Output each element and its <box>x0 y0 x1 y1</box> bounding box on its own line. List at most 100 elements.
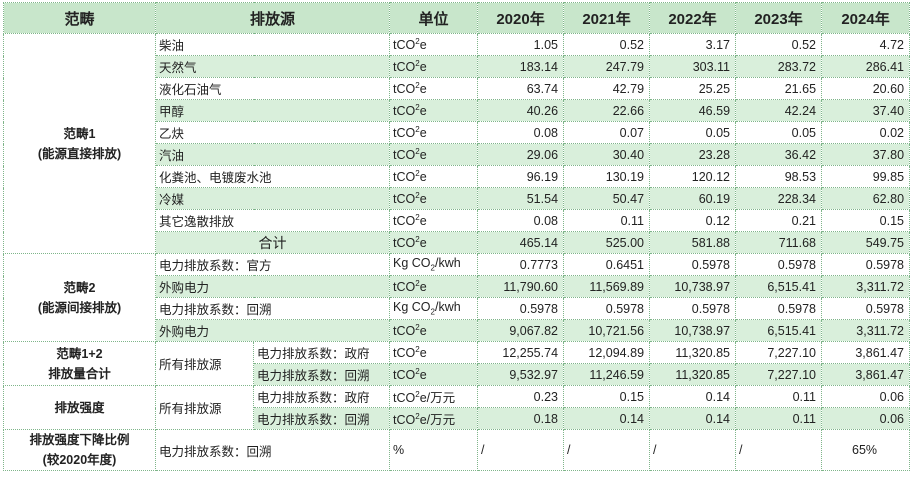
source-cell: 化粪池、电镀废水池 <box>154 165 391 188</box>
unit-cell: tCO2e <box>389 319 479 342</box>
value-cell: 60.19 <box>649 187 737 210</box>
value-cell: 0.5978 <box>563 297 651 320</box>
unit-text: tCO2e/万元 <box>393 411 456 427</box>
unit-text: tCO2e <box>393 80 427 97</box>
value-cell: 20.60 <box>821 77 911 100</box>
header-year: 2024年 <box>821 2 911 34</box>
value-cell: 0.5978 <box>735 297 823 320</box>
table-row: 范畴2 (能源间接排放) 电力排放系数：官方 Kg CO2/kwh 0.7773 0.64… <box>3 253 911 342</box>
value-cell: 0.05 <box>649 121 737 144</box>
unit-cell: tCO2e <box>389 121 479 144</box>
emissions-table: 范畴 排放源 单位 2020年 2021年 2022年 2023年 2024年 … <box>3 2 911 471</box>
table-row: 化粪池、电镀废水池 tCO2e 96.19 130.19 120.12 98.53 99.8… <box>4 165 911 188</box>
table-row: 液化石油气 tCO2e 63.74 42.79 25.25 21.65 20.60 <box>4 77 911 100</box>
scope12-label: 范畴1+2 排放量合计 <box>3 341 156 386</box>
unit-text: tCO2e <box>393 212 427 229</box>
value-cell: 183.14 <box>477 55 565 78</box>
table-row: 排放强度 所有排放源 电力排放系数：政府 tCO2e/万元 0.23 0.15 0.14 0.… <box>3 385 911 430</box>
unit-text: tCO2e <box>393 366 427 383</box>
value-cell: 7,227.10 <box>735 341 823 364</box>
table-row: 乙炔 tCO2e 0.08 0.07 0.05 0.05 0.02 <box>4 121 911 144</box>
table-row: 范畴1 (能源直接排放) 柴油 tCO2e 1.05 0.52 3.17 0.52 4.72 <box>3 33 911 254</box>
source-cell: 甲醇 <box>154 99 391 122</box>
value-cell: 0.08 <box>477 121 565 144</box>
source-cell: 所有排放源 <box>155 341 254 386</box>
value-cell: 62.80 <box>821 187 911 210</box>
value-cell: 0.15 <box>821 209 911 232</box>
table-row: 天然气 tCO2e 183.14 247.79 303.11 283.72 286.41 <box>4 55 911 78</box>
scope1-label: 范畴1 (能源直接排放) <box>3 33 156 254</box>
intensity-label: 排放强度 <box>3 385 156 430</box>
value-cell: 29.06 <box>477 143 565 166</box>
value-cell: 11,320.85 <box>649 341 737 364</box>
value-cell: 12,094.89 <box>563 341 651 364</box>
value-cell: 0.5978 <box>649 297 737 320</box>
value-cell: 23.28 <box>649 143 737 166</box>
value-cell: 0.12 <box>649 209 737 232</box>
value-cell: 0.21 <box>735 209 823 232</box>
source-cell: 其它逸散排放 <box>154 209 391 232</box>
scope2-label: 范畴2 (能源间接排放) <box>3 253 156 342</box>
value-cell: 247.79 <box>563 55 651 78</box>
unit-cell: tCO2e <box>389 275 479 298</box>
unit-text: tCO2e <box>393 102 427 119</box>
source-cell: 汽油 <box>154 143 391 166</box>
table-row: 电力排放系数：回溯 tCO2e 9,532.97 11,246.59 11,320.85… <box>4 363 911 386</box>
unit-cell: tCO2e <box>389 143 479 166</box>
value-cell: 11,790.60 <box>477 275 565 298</box>
unit-cell: tCO2e <box>389 231 479 254</box>
unit-text: tCO2e <box>393 278 427 295</box>
value-cell: 0.7773 <box>477 253 565 276</box>
value-cell: 0.18 <box>477 407 565 430</box>
value-cell: 50.47 <box>563 187 651 210</box>
value-cell: / <box>477 429 565 471</box>
header-scope: 范畴 <box>3 2 156 34</box>
value-cell: 30.40 <box>563 143 651 166</box>
unit-cell: Kg CO2/kwh <box>389 253 479 276</box>
source-cell: 乙炔 <box>154 121 391 144</box>
header-unit: 单位 <box>389 2 479 34</box>
value-cell: 3,311.72 <box>821 275 911 298</box>
value-cell: 0.11 <box>563 209 651 232</box>
source-cell: 液化石油气 <box>154 77 391 100</box>
unit-text: tCO2e <box>393 234 427 251</box>
value-cell: 98.53 <box>735 165 823 188</box>
value-cell: 286.41 <box>821 55 911 78</box>
value-cell: 0.23 <box>477 385 565 408</box>
value-cell: 9,532.97 <box>477 363 565 386</box>
value-cell: 549.75 <box>821 231 911 254</box>
unit-cell: tCO2e <box>389 55 479 78</box>
value-cell: 11,569.89 <box>563 275 651 298</box>
value-cell: 3.17 <box>649 33 737 56</box>
value-cell: 96.19 <box>477 165 565 188</box>
unit-cell: tCO2e <box>389 165 479 188</box>
value-cell: 4.72 <box>821 33 911 56</box>
table-row: 汽油 tCO2e 29.06 30.40 23.28 36.42 37.80 <box>4 143 911 166</box>
value-cell: 525.00 <box>563 231 651 254</box>
source-cell: 柴油 <box>154 33 391 56</box>
value-cell: 130.19 <box>563 165 651 188</box>
unit-cell: tCO2e <box>389 341 479 364</box>
value-cell: / <box>735 429 823 471</box>
value-cell: 228.34 <box>735 187 823 210</box>
header-year: 2021年 <box>563 2 651 34</box>
factor-cell: 电力排放系数：政府 <box>252 341 391 364</box>
table-row: 排放强度下降比例 (较2020年度) 电力排放系数：回溯% / / //65% <box>3 429 911 471</box>
value-cell: 3,861.47 <box>821 341 911 364</box>
value-cell: 10,738.97 <box>649 275 737 298</box>
unit-text: tCO2e <box>393 190 427 207</box>
unit-text: tCO2e <box>393 168 427 185</box>
unit-cell: tCO2e/万元 <box>389 385 479 408</box>
value-cell: 22.66 <box>563 99 651 122</box>
value-cell: 9,067.82 <box>477 319 565 342</box>
header-year: 2022年 <box>649 2 737 34</box>
table-row: 冷媒 tCO2e 51.54 50.47 60.19 228.34 62.80 <box>4 187 911 210</box>
unit-cell: tCO2e <box>389 33 479 56</box>
value-cell: 46.59 <box>649 99 737 122</box>
unit-cell: tCO2e <box>389 99 479 122</box>
value-cell: 581.88 <box>649 231 737 254</box>
source-cell: 冷媒 <box>154 187 391 210</box>
value-cell: 711.68 <box>735 231 823 254</box>
factor-cell: 电力排放系数：政府 <box>252 385 391 408</box>
value-cell: 0.11 <box>735 407 823 430</box>
